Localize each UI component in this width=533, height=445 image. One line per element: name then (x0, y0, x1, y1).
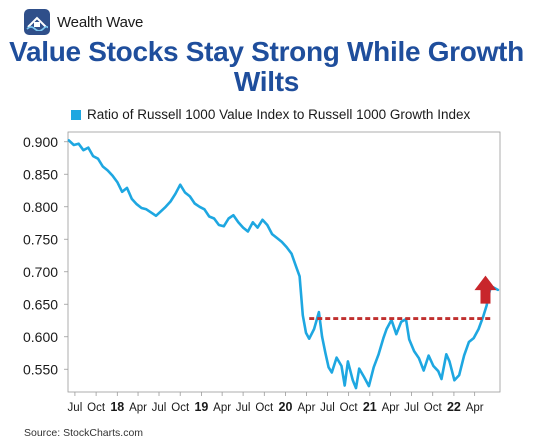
x-tick-label: Jul (152, 402, 167, 414)
x-tick-label: 19 (194, 400, 208, 414)
x-tick-label: Oct (340, 402, 359, 414)
plot-frame (67, 131, 501, 393)
legend-label: Ratio of Russell 1000 Value Index to Rus… (87, 107, 471, 122)
x-tick-label: Jul (68, 402, 83, 414)
y-tick-label: 0.800 (23, 199, 58, 215)
x-tick-label: Oct (171, 402, 190, 414)
x-tick-label: Jul (236, 402, 251, 414)
arrow-up-icon (474, 275, 497, 304)
legend-swatch (71, 109, 81, 120)
y-tick-label: 0.650 (23, 296, 58, 312)
chart-title: Value Stocks Stay Strong While Growth Wi… (9, 36, 524, 97)
y-tick-label: 0.900 (23, 134, 58, 150)
x-tick-label: Oct (424, 402, 443, 414)
x-tick-label: Oct (87, 402, 106, 414)
legend: Ratio of Russell 1000 Value Index to Rus… (71, 107, 470, 122)
x-tick-label: Apr (298, 402, 316, 414)
x-tick-label: 20 (279, 400, 293, 414)
x-tick-label: 22 (447, 400, 461, 414)
y-tick-label: 0.600 (23, 329, 58, 345)
x-tick-label: Jul (404, 402, 419, 414)
x-tick-label: Apr (213, 402, 231, 414)
x-tick-label: 21 (363, 400, 377, 414)
y-tick-label: 0.850 (23, 166, 58, 182)
house-wave-logo-icon (24, 9, 50, 35)
x-tick-label: Oct (255, 402, 274, 414)
x-tick-label: Apr (382, 402, 400, 414)
source-note: Source: StockCharts.com (24, 427, 144, 439)
x-tick-label: Jul (320, 402, 335, 414)
y-tick-label: 0.750 (23, 231, 58, 247)
x-tick-label: Apr (129, 402, 147, 414)
y-tick-label: 0.700 (23, 264, 58, 280)
brand-name: Wealth Wave (57, 13, 144, 31)
series-line (67, 139, 500, 390)
x-tick-label: 18 (110, 400, 124, 414)
brand: Wealth Wave (24, 9, 143, 35)
x-tick-label: Apr (466, 402, 484, 414)
y-tick-label: 0.550 (23, 361, 58, 377)
